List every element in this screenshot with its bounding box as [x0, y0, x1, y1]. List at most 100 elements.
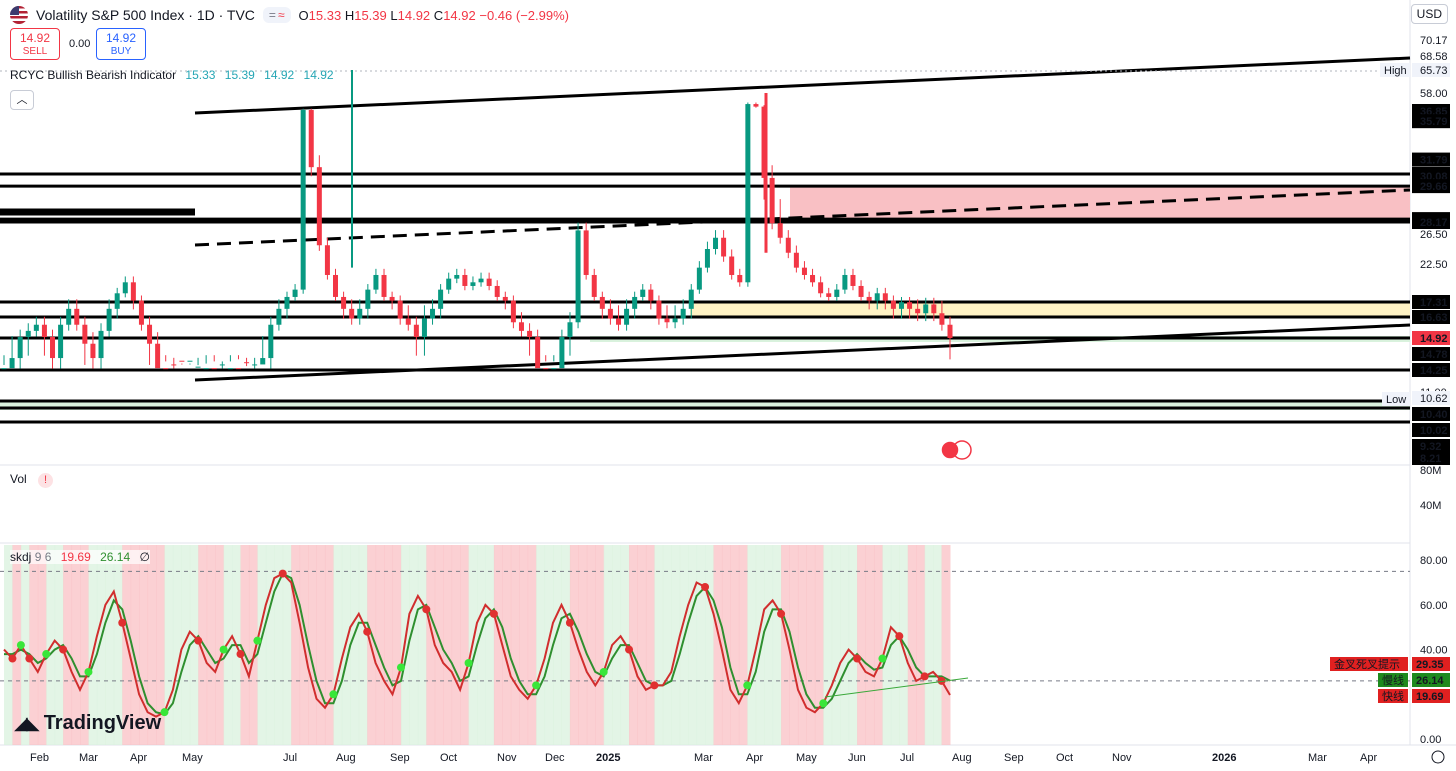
skdj-bg-stripe	[265, 545, 275, 745]
skdj-bg-stripe	[806, 545, 816, 745]
skdj-cross-dot	[464, 659, 473, 667]
skdj-bg-stripe	[772, 545, 782, 745]
buy-button[interactable]: 14.92 BUY	[96, 28, 146, 60]
candle-body	[502, 296, 508, 301]
candle-body	[769, 177, 775, 224]
candle-body	[292, 289, 298, 297]
symbol-title[interactable]: Volatility S&P 500 Index · 1D · TVC	[36, 7, 255, 23]
candle-body	[486, 278, 492, 286]
tradingview-logo[interactable]: ◢◣ TradingView	[14, 712, 161, 735]
candle-body	[50, 337, 56, 359]
skdj-cross-dot	[819, 699, 828, 708]
candle-body	[171, 364, 177, 366]
price-axis-label: 14.78	[1420, 349, 1448, 361]
sell-button[interactable]: 14.92 SELL	[10, 28, 60, 60]
candle-body	[890, 300, 896, 309]
price-label-bg	[1412, 215, 1450, 229]
event-icon-ring	[952, 440, 972, 460]
skdj-bg-stripe	[823, 545, 833, 745]
price-axis-label: 8.21	[1420, 453, 1441, 465]
skdj-bg-stripe	[63, 545, 73, 745]
skdj-bg-stripe	[924, 545, 934, 745]
skdj-bg-stripe	[671, 545, 681, 745]
skdj-bg-stripe	[96, 545, 106, 745]
skdj-cross-dot	[532, 681, 541, 690]
skdj-bg-stripe	[561, 545, 571, 745]
candle-body	[575, 230, 581, 323]
skdj-cross-dot	[920, 672, 929, 681]
symbol-status-pill[interactable]: = ≈	[262, 7, 291, 23]
time-axis-tick: Oct	[1056, 752, 1073, 764]
candle-body	[842, 274, 848, 290]
candle-body	[130, 282, 136, 301]
volume-axis-tick: 40M	[1420, 500, 1441, 512]
skdj-name: skdj	[10, 550, 32, 564]
skdj-bg-stripe	[443, 545, 453, 745]
time-axis-tick: Oct	[440, 752, 457, 764]
mid-dashed-trendline	[194, 188, 1411, 247]
candle-body	[624, 308, 630, 325]
skdj-bg-stripe	[291, 545, 301, 745]
skdj-bg-stripe	[358, 545, 368, 745]
skdj-cross-dot	[25, 654, 34, 663]
candle-body	[551, 368, 557, 370]
candle-body	[721, 237, 727, 257]
skdj-bg-stripe	[139, 545, 149, 745]
skdj-bg-stripe	[907, 545, 917, 745]
volume-legend[interactable]: Vol !	[10, 472, 54, 488]
skdj-label-tag	[1378, 673, 1408, 687]
skdj-bg-stripe	[308, 545, 318, 745]
skdj-bg-stripe	[156, 545, 165, 745]
time-axis-tick: Mar	[1308, 752, 1327, 764]
price-axis-label: 65.73	[1420, 65, 1448, 77]
skdj-divergence-line	[824, 677, 969, 698]
time-axis-tick: Dec	[545, 752, 565, 764]
skdj-bg-stripe	[105, 545, 115, 745]
candle-body	[430, 308, 436, 319]
skdj-legend[interactable]: skdj 9 6 19.69 26.14 ∅	[10, 550, 150, 564]
skdj-label-tag	[1330, 657, 1408, 671]
candle-body	[583, 230, 589, 275]
time-axis-tick: Feb	[30, 752, 49, 764]
skdj-cross-dot	[625, 645, 634, 654]
collapse-legend-button[interactable]: ︿	[10, 90, 34, 110]
skdj-bg-stripe	[181, 545, 191, 745]
skdj-bg-stripe	[71, 545, 81, 745]
candle-body	[397, 300, 403, 319]
candle-body	[793, 252, 799, 268]
skdj-params: 9 6	[34, 550, 52, 564]
candle-body	[664, 318, 670, 323]
skdj-bg-stripe	[688, 545, 698, 745]
skdj-cross-dot	[160, 708, 169, 717]
indicator-value-3: 14.92	[264, 68, 295, 82]
indicator-legend[interactable]: RCYC Bullish Bearish Indicator 15.33 15.…	[10, 68, 334, 82]
candle-body	[478, 278, 484, 283]
price-axis-label: 26.50	[1420, 229, 1448, 241]
skdj-cross-dot	[396, 663, 405, 672]
skdj-value-text: 29.35	[1416, 659, 1444, 671]
skdj-bg-stripe	[248, 545, 258, 745]
time-axis-tick: Mar	[694, 752, 713, 764]
candle-body	[632, 296, 638, 309]
warning-icon[interactable]: !	[38, 473, 54, 488]
skdj-bg-stripe	[164, 545, 174, 745]
skdj-value-text: 26.14	[1416, 675, 1444, 687]
candle-body	[41, 324, 47, 338]
settings-gear-icon	[1431, 750, 1445, 764]
price-label-bg	[1412, 423, 1450, 437]
skdj-bg-stripe	[553, 545, 562, 745]
skdj-bg-stripe	[941, 545, 951, 745]
time-axis-tick: Apr	[746, 752, 763, 764]
currency-button[interactable]: USD	[1410, 4, 1448, 24]
skdj-bg-stripe	[789, 545, 799, 745]
candle-body	[737, 274, 743, 283]
skdj-value-tag	[1412, 689, 1450, 703]
high-tag: High	[1384, 65, 1407, 77]
candle-body	[25, 330, 31, 338]
candle-body	[761, 106, 767, 178]
upper-trendline	[194, 56, 1411, 115]
skdj-cross-dot	[777, 609, 786, 618]
price-axis-label: 16.63	[1420, 312, 1448, 324]
skdj-cross-dot	[253, 636, 262, 645]
